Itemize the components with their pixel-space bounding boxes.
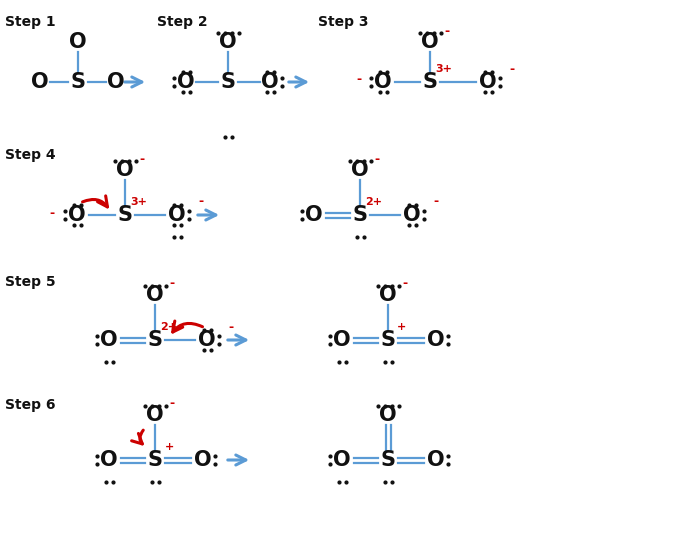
Text: O: O (32, 72, 49, 92)
Text: O: O (100, 330, 118, 350)
Text: S: S (220, 72, 235, 92)
Text: 3+: 3+ (131, 197, 148, 207)
Text: Step 2: Step 2 (157, 15, 208, 29)
Text: S: S (148, 330, 162, 350)
Text: S: S (423, 72, 438, 92)
Text: O: O (351, 160, 369, 180)
Text: +: + (398, 322, 407, 332)
Text: O: O (198, 330, 216, 350)
Text: O: O (146, 405, 164, 425)
Text: -: - (374, 153, 379, 165)
Text: 3+: 3+ (435, 64, 452, 74)
Text: -: - (198, 196, 204, 208)
Text: O: O (100, 450, 118, 470)
Text: -: - (169, 398, 174, 411)
Text: O: O (427, 450, 444, 470)
Text: O: O (333, 330, 351, 350)
Text: -: - (139, 153, 145, 165)
Text: O: O (374, 72, 392, 92)
Text: -: - (402, 277, 407, 291)
Text: O: O (305, 205, 323, 225)
Text: Step 6: Step 6 (5, 398, 55, 412)
Text: O: O (261, 72, 279, 92)
Text: S: S (118, 205, 132, 225)
Text: 2+: 2+ (160, 322, 178, 332)
Text: -: - (228, 320, 234, 334)
Text: O: O (146, 285, 164, 305)
Text: -: - (356, 74, 362, 86)
Text: S: S (381, 330, 395, 350)
Text: O: O (379, 405, 397, 425)
Text: Step 3: Step 3 (318, 15, 368, 29)
Text: O: O (333, 450, 351, 470)
Text: O: O (427, 330, 444, 350)
Text: O: O (219, 32, 237, 52)
Text: Step 4: Step 4 (5, 148, 55, 162)
Text: O: O (403, 205, 421, 225)
Text: -: - (510, 62, 514, 76)
Text: O: O (168, 205, 186, 225)
Text: O: O (421, 32, 439, 52)
Text: S: S (381, 450, 395, 470)
Text: -: - (169, 277, 174, 291)
Text: O: O (194, 450, 212, 470)
Text: O: O (68, 205, 86, 225)
Text: O: O (69, 32, 87, 52)
Text: O: O (107, 72, 125, 92)
Text: O: O (480, 72, 497, 92)
Text: O: O (116, 160, 134, 180)
Text: -: - (444, 25, 449, 37)
Text: Step 1: Step 1 (5, 15, 55, 29)
Text: Step 5: Step 5 (5, 275, 55, 289)
Text: 2+: 2+ (365, 197, 382, 207)
Text: O: O (379, 285, 397, 305)
Text: -: - (433, 196, 439, 208)
Text: S: S (353, 205, 368, 225)
Text: S: S (148, 450, 162, 470)
Text: O: O (177, 72, 195, 92)
Text: -: - (50, 207, 55, 219)
Text: S: S (71, 72, 85, 92)
Text: +: + (164, 442, 174, 452)
